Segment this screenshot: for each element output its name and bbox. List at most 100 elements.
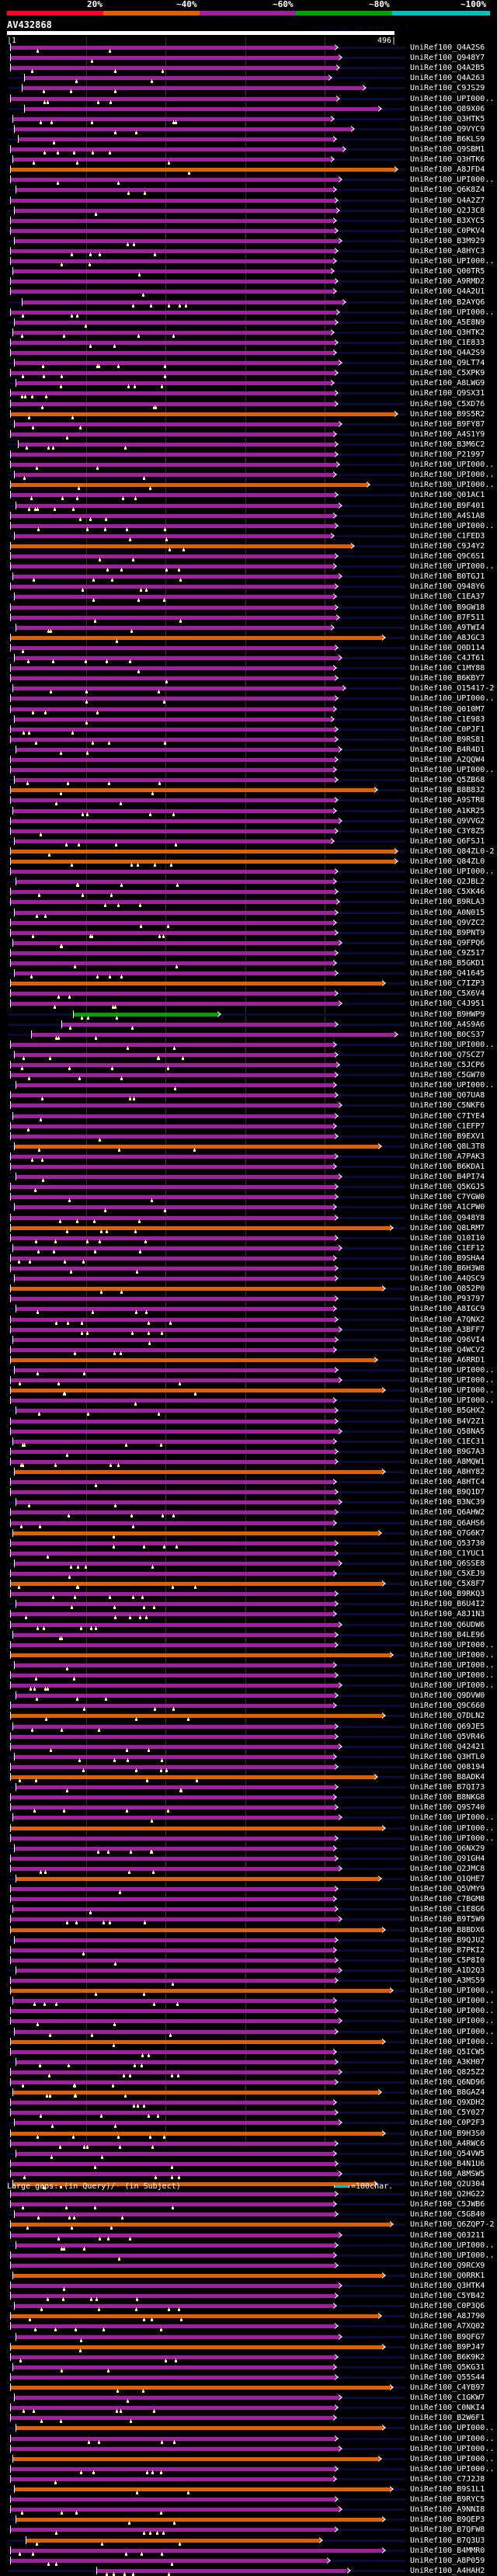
hit-label[interactable]: UniRef100_A8IGC9 — [410, 1305, 485, 1314]
hit-row[interactable]: UniRef100_B7QFW8 — [0, 2525, 497, 2536]
hit-row[interactable]: UniRef100_B4N1U6 — [0, 2159, 497, 2169]
hit-row[interactable]: UniRef100_B6H3W8 — [0, 1264, 497, 1274]
hit-label[interactable]: UniRef100_Q00TR5 — [410, 267, 485, 276]
hit-row[interactable]: UniRef100_C1YUC1 — [0, 1549, 497, 1559]
hit-label[interactable]: UniRef100_A8P059 — [410, 2556, 485, 2565]
hit-row[interactable]: UniRef100_A0N015 — [0, 908, 497, 918]
hit-label[interactable]: UniRef100_B6KDA1 — [410, 1163, 485, 1171]
hit-row[interactable]: UniRef100_Q4A2S9 — [0, 348, 497, 358]
hit-label[interactable]: UniRef100_C5XD76 — [410, 399, 485, 408]
hit-label[interactable]: UniRef100_C5XPK9 — [410, 369, 485, 378]
hit-row[interactable]: UniRef100_B4R4D1 — [0, 745, 497, 755]
hit-label[interactable]: UniRef100_B4PI74 — [410, 1173, 485, 1182]
hit-row[interactable]: UniRef100_A8JFD4 — [0, 165, 497, 176]
hit-label[interactable]: UniRef100_Q6ND96 — [410, 2078, 485, 2087]
hit-label[interactable]: UniRef100_Q5KG31 — [410, 2362, 485, 2372]
hit-label[interactable]: UniRef100_UPI000.. — [410, 766, 495, 775]
hit-row[interactable]: UniRef100_Q9XDH2 — [0, 2098, 497, 2108]
hit-row[interactable]: UniRef100_B6KDA1 — [0, 1162, 497, 1172]
hit-label[interactable]: UniRef100_UPI000.. — [410, 2424, 495, 2433]
hit-row[interactable]: UniRef100_UPI000.. — [0, 470, 497, 481]
hit-label[interactable]: UniRef100_A3BFF7 — [410, 1325, 485, 1334]
hit-label[interactable]: UniRef100_C5JWB6 — [410, 2200, 485, 2209]
hit-row[interactable]: UniRef100_A7XQ02 — [0, 2321, 497, 2332]
hit-row[interactable]: UniRef100_UPI000.. — [0, 1681, 497, 1691]
hit-row[interactable]: UniRef100_Q3HTK2 — [0, 328, 497, 338]
hit-label[interactable]: UniRef100_UPI000.. — [410, 694, 495, 704]
hit-row[interactable]: UniRef100_C0P2F3 — [0, 2118, 497, 2129]
hit-label[interactable]: UniRef100_O15417-2 — [410, 684, 495, 694]
hit-label[interactable]: UniRef100_B8NKG8 — [410, 1793, 485, 1803]
hit-label[interactable]: UniRef100_Q96VI4 — [410, 1335, 485, 1344]
hit-row[interactable]: UniRef100_UPI000.. — [0, 1650, 497, 1660]
hit-row[interactable]: UniRef100_Q6K8Z4 — [0, 185, 497, 196]
hit-row[interactable]: UniRef100_UPI000.. — [0, 1640, 497, 1650]
hit-label[interactable]: UniRef100_Q5KGJ5 — [410, 1183, 485, 1192]
hit-row[interactable]: UniRef100_A8MQW1 — [0, 1457, 497, 1467]
hit-row[interactable]: UniRef100_Q55S44 — [0, 2373, 497, 2383]
hit-row[interactable]: UniRef100_UPI000.. — [0, 1365, 497, 1375]
hit-label[interactable]: UniRef100_Q9C660 — [410, 1702, 485, 1711]
hit-row[interactable]: UniRef100_Q3HTK4 — [0, 2281, 497, 2291]
hit-row[interactable]: UniRef100_C0PJF1 — [0, 725, 497, 735]
hit-row[interactable]: UniRef100_Q9VVG2 — [0, 816, 497, 826]
hit-row[interactable]: UniRef100_P21997 — [0, 450, 497, 460]
hit-row[interactable]: UniRef100_Q0RRK1 — [0, 2271, 497, 2281]
hit-label[interactable]: UniRef100_Q9SX31 — [410, 389, 485, 398]
hit-row[interactable]: UniRef100_B8NKG8 — [0, 1792, 497, 1803]
hit-row[interactable]: UniRef100_Q9SX31 — [0, 388, 497, 399]
hit-label[interactable]: UniRef100_UPI000.. — [410, 481, 495, 490]
hit-row[interactable]: UniRef100_B4V2Z1 — [0, 1417, 497, 1427]
hit-label[interactable]: UniRef100_C5X6V4 — [410, 989, 485, 999]
hit-label[interactable]: UniRef100_C0P2F3 — [410, 2119, 485, 2128]
hit-row[interactable]: UniRef100_A8HY82 — [0, 1467, 497, 1477]
hit-row[interactable]: UniRef100_Q9VZC2 — [0, 918, 497, 928]
hit-row[interactable]: UniRef100_UPI000.. — [0, 2444, 497, 2454]
hit-row[interactable]: UniRef100_A8J1N3 — [0, 1609, 497, 1620]
hit-row[interactable]: UniRef100_UPI000.. — [0, 1375, 497, 1386]
hit-row[interactable]: UniRef100_P93797 — [0, 1294, 497, 1304]
hit-row[interactable]: UniRef100_B6U4I2 — [0, 1599, 497, 1610]
hit-label[interactable]: UniRef100_Q54VW5 — [410, 2149, 485, 2158]
hit-label[interactable]: UniRef100_C4J951 — [410, 999, 485, 1009]
hit-row[interactable]: UniRef100_C1FED3 — [0, 531, 497, 541]
hit-label[interactable]: UniRef100_B3M929 — [410, 236, 485, 245]
hit-label[interactable]: UniRef100_Q3HTK5 — [410, 114, 485, 123]
hit-row[interactable]: UniRef100_UPI000.. — [0, 1080, 497, 1091]
hit-label[interactable]: UniRef100_A7PAK3 — [410, 1152, 485, 1161]
hit-row[interactable]: UniRef100_UPI000.. — [0, 480, 497, 491]
hit-row[interactable]: UniRef100_B4PI74 — [0, 1172, 497, 1183]
hit-label[interactable]: UniRef100_Q6ZQP7-2 — [410, 2220, 495, 2230]
hit-label[interactable]: UniRef100_A9STR8 — [410, 796, 485, 805]
hit-row[interactable]: UniRef100_Q852P0 — [0, 1284, 497, 1295]
hit-label[interactable]: UniRef100_B7Q3U3 — [410, 2536, 485, 2545]
hit-label[interactable]: UniRef100_A8JFD4 — [410, 165, 485, 175]
hit-row[interactable]: UniRef100_B2AYQ6 — [0, 297, 497, 308]
hit-label[interactable]: UniRef100_UPI000.. — [410, 94, 495, 103]
hit-label[interactable]: UniRef100_Q08194 — [410, 1762, 485, 1771]
hit-row[interactable]: UniRef100_Q7DLN2 — [0, 1711, 497, 1722]
hit-label[interactable]: UniRef100_Q852P0 — [410, 1285, 485, 1294]
hit-label[interactable]: UniRef100_C5XEJ9 — [410, 1570, 485, 1578]
hit-row[interactable]: UniRef100_C5NKF6 — [0, 1100, 497, 1111]
hit-label[interactable]: UniRef100_C0NKI4 — [410, 2404, 485, 2413]
hit-row[interactable]: UniRef100_B9FY87 — [0, 419, 497, 429]
hit-row[interactable]: UniRef100_A1CPW0 — [0, 1202, 497, 1213]
hit-label[interactable]: UniRef100_UPI000.. — [410, 2251, 495, 2260]
hit-row[interactable]: UniRef100_Q5KG31 — [0, 2362, 497, 2373]
hit-label[interactable]: UniRef100_B0CS37 — [410, 1030, 485, 1039]
hit-row[interactable]: UniRef100_C7BGM8 — [0, 1894, 497, 1904]
hit-row[interactable]: UniRef100_C5XEJ9 — [0, 1569, 497, 1579]
hit-label[interactable]: UniRef100_Q84ZL0-2 — [410, 846, 495, 856]
hit-row[interactable]: UniRef100_C1EA37 — [0, 592, 497, 603]
hit-label[interactable]: UniRef100_B2W6F1 — [410, 2414, 485, 2423]
hit-label[interactable]: UniRef100_B9GW18 — [410, 603, 485, 612]
hit-row[interactable]: UniRef100_UPI000.. — [0, 2454, 497, 2464]
hit-label[interactable]: UniRef100_UPI000.. — [410, 176, 495, 185]
hit-label[interactable]: UniRef100_Q6UDW6 — [410, 1620, 485, 1629]
hit-label[interactable]: UniRef100_A9TWI4 — [410, 623, 485, 632]
hit-label[interactable]: UniRef100_P93797 — [410, 1295, 485, 1304]
hit-label[interactable]: UniRef100_B9Q1D7 — [410, 1488, 485, 1497]
hit-label[interactable]: UniRef100_B9F401 — [410, 501, 485, 510]
hit-row[interactable]: UniRef100_B9GW18 — [0, 603, 497, 613]
